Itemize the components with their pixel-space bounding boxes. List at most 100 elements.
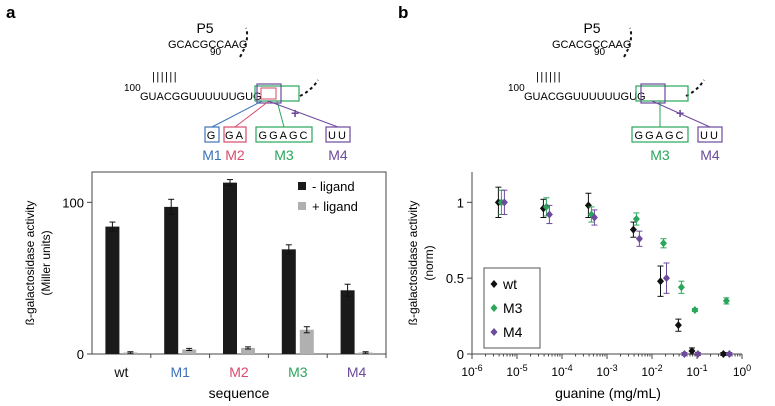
- scatter-point-m3: [722, 296, 730, 305]
- bar-plot-frame: [91, 171, 387, 355]
- panel-letter-a: a: [6, 3, 16, 22]
- scatter-point-wt: [656, 277, 664, 286]
- rna-diagram-b: P5 GCACGCCAAG 90 100 |||||| GUACGGUUUUUU…: [508, 20, 723, 163]
- scatter-point-m4: [725, 350, 733, 358]
- stem-label-a: P5: [196, 20, 213, 36]
- diagram-b-label-m3: M3: [650, 147, 670, 163]
- scatter-point-m4: [635, 234, 643, 243]
- top-row-b: GCACGCCAAG: [552, 39, 631, 51]
- bar-y-label-line: (Miller units): [39, 230, 53, 295]
- scatter-point-wt: [719, 350, 727, 358]
- diagram-a-connector-m2: [234, 100, 270, 128]
- scatter-y-tick-label: 0.5: [446, 271, 464, 286]
- bar-legend-label: + ligand: [312, 199, 358, 214]
- bar-m2-minus-ligand: [223, 182, 237, 354]
- scatter-legend: wt M3 M4: [483, 267, 541, 349]
- diagram-a-label-m4: M4: [328, 147, 348, 163]
- scatter-point-m3: [677, 283, 685, 292]
- diagram-a-box-text-m4: UU: [328, 130, 348, 142]
- scatter-x-tick-label: 100: [733, 363, 751, 379]
- tail-dashes-a: [299, 79, 319, 97]
- stem-label-b: P5: [583, 20, 600, 36]
- scatter-x-tick-label: 10-2: [641, 363, 662, 379]
- rna-diagram-a: P5 GCACGCCAAG 90 100 |||||| GUACGGUUUUUU…: [124, 20, 351, 163]
- m4-target-box-a: [256, 83, 282, 104]
- scatter-x-tick-label: 10-4: [551, 363, 572, 379]
- bar-m1-minus-ligand: [164, 206, 179, 354]
- diagram-b-box-text-m3: GGAGC: [635, 130, 686, 142]
- bar-x-axis-label: sequence: [209, 385, 270, 401]
- num-90-b: 90: [594, 47, 606, 58]
- bar-category-label: M2: [229, 364, 249, 380]
- bar-m3-plus-ligand: [299, 329, 314, 354]
- scatter-chart: ß-galactosidase activity (norm) guanine (…: [406, 172, 751, 401]
- scatter-x-tick-label: 10-5: [506, 363, 527, 379]
- scatter-point-wt: [584, 201, 592, 210]
- bar-y-label-line: ß-galactosidase activity: [23, 201, 37, 326]
- scatter-legend-label: wt: [502, 276, 517, 292]
- num-100-b: 100: [508, 83, 525, 94]
- scatter-point-m4: [545, 210, 553, 219]
- diagram-a-label-m1: M1: [202, 147, 222, 163]
- scatter-point-m3: [691, 306, 699, 315]
- bar-m4-minus-ligand: [340, 290, 355, 354]
- bar-y-tick-label: 0: [77, 347, 84, 362]
- scatter-point-m4: [694, 350, 702, 358]
- scatter-legend-label: M4: [503, 324, 523, 340]
- plus-sign-b: +: [676, 105, 684, 121]
- scatter-point-m4: [590, 213, 598, 222]
- m3-target-box-b: [635, 85, 689, 102]
- num-100-a: 100: [124, 83, 141, 94]
- num-90-a: 90: [210, 47, 222, 58]
- bar-y-axis-label: ß-galactosidase activity (Miller units): [23, 201, 53, 326]
- scatter-point-m4: [500, 198, 508, 207]
- bar-category-label: M3: [288, 364, 308, 380]
- diagram-a-label-m2: M2: [225, 147, 245, 163]
- scatter-y-tick-label: 0: [457, 347, 464, 362]
- bar-legend-swatch: [298, 182, 306, 190]
- diagram-a-connector-m1: [211, 100, 263, 128]
- scatter-point-m3: [632, 215, 640, 224]
- scatter-x-tick-label: 10-3: [596, 363, 617, 379]
- bar-y-tick-label: 100: [62, 195, 84, 210]
- scatter-x-axis-label: guanine (mg/mL): [555, 385, 661, 401]
- scatter-point-m3: [659, 239, 667, 248]
- scatter-y-label-line: (norm): [422, 245, 436, 280]
- scatter-point-m4: [662, 274, 670, 283]
- scatter-legend-label: M3: [503, 300, 523, 316]
- scatter-x-tick-label: 10-1: [686, 363, 707, 379]
- bar-wt-minus-ligand: [105, 226, 120, 354]
- bar-marks: 0 100 wt M1 M2 M3 M4: [62, 179, 387, 380]
- scatter-legend-marker: [490, 328, 498, 336]
- scatter-point-wt: [629, 225, 637, 234]
- scatter-y-tick-label: 1: [457, 195, 464, 210]
- tail-dashes-b: [685, 79, 705, 97]
- bar-category-label: M4: [347, 364, 367, 380]
- bar-legend-swatch: [298, 202, 306, 210]
- pairs-a: ||||||: [152, 71, 178, 83]
- diagram-b-box-text-m4: UU: [700, 130, 720, 142]
- pairs-b: ||||||: [536, 71, 562, 83]
- scatter-marks: 0 0.5 1 10-6 10-5 10-4 10-3 10-2 10-1 100: [446, 172, 751, 379]
- bar-legend-label: - ligand: [312, 179, 355, 194]
- diagram-b-connector-m4: [651, 100, 711, 128]
- mutation-boxes-b: GGAGC M3 UU M4: [631, 100, 723, 163]
- diagram-a-box-text-m2: GA: [225, 130, 245, 142]
- bar-category-label: wt: [113, 364, 128, 380]
- scatter-y-label-line: ß-galactosidase activity: [406, 201, 420, 326]
- scatter-point-wt: [688, 346, 696, 355]
- plus-sign-a: +: [291, 105, 299, 121]
- scatter-legend-marker: [490, 280, 498, 288]
- bottom-row-a: GUACGGUUUUUUGUG: [140, 91, 262, 103]
- bar-m2-plus-ligand: [241, 347, 255, 354]
- scatter-point-wt: [674, 321, 682, 330]
- scatter-point-m4: [680, 350, 688, 358]
- diagram-b-label-m4: M4: [700, 147, 720, 163]
- scatter-legend-marker: [490, 304, 498, 312]
- scatter-x-tick-label: 10-6: [461, 363, 482, 379]
- diagram-a-box-text-m3: GGAGC: [259, 130, 310, 142]
- bar-m1-plus-ligand: [182, 349, 197, 354]
- scatter-y-axis-label: ß-galactosidase activity (norm): [406, 201, 436, 326]
